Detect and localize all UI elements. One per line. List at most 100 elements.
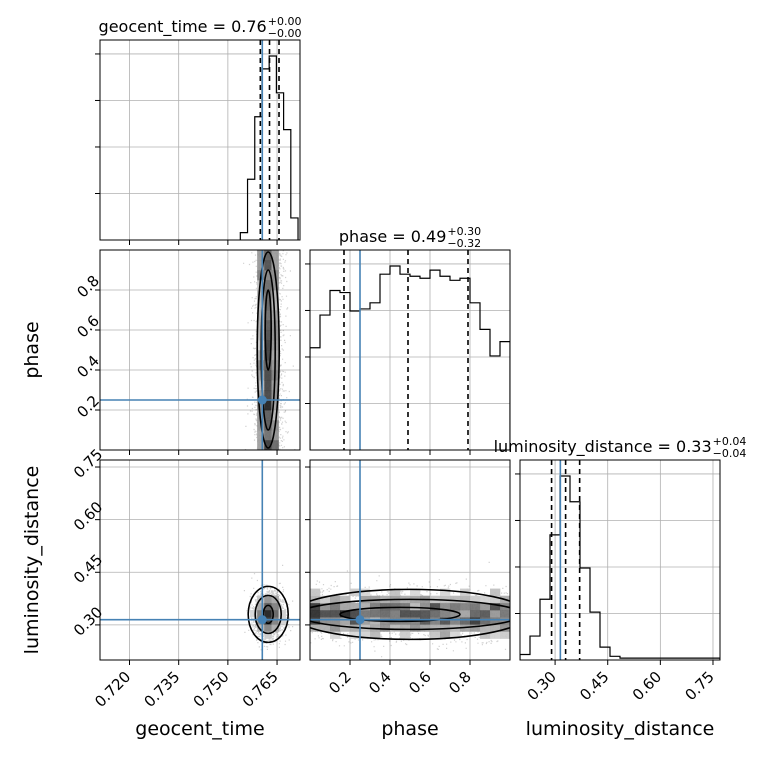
density-cell	[257, 440, 265, 450]
panel-title-minus: −0.04	[713, 447, 747, 460]
density-panel-phase-vs-geocent_time	[100, 250, 300, 450]
density-cell	[400, 631, 411, 639]
density-panel-luminosity_distance-vs-phase	[310, 460, 510, 660]
panel-title-geocent_time: geocent_time = 0.76 +0.00−0.00	[99, 15, 302, 40]
density-cell	[470, 617, 481, 625]
density-cell	[350, 610, 361, 618]
density-cell	[310, 617, 321, 625]
density-cell	[500, 617, 510, 625]
density-cell	[330, 631, 341, 639]
density-cell	[264, 290, 272, 301]
hist-panel-phase	[310, 250, 510, 450]
density-cell	[264, 440, 272, 450]
panel-title-minus: −0.32	[447, 237, 481, 250]
density-cell	[271, 250, 279, 261]
density-cell	[480, 595, 491, 604]
density-cell	[340, 617, 351, 625]
density-cell	[360, 631, 371, 639]
density-cell	[480, 617, 491, 625]
density-cell	[340, 602, 351, 611]
density-cell	[410, 602, 421, 611]
density-cell	[360, 610, 371, 618]
density-cell	[271, 430, 279, 441]
contour	[339, 606, 461, 623]
density-cell	[264, 310, 272, 321]
density-cell	[264, 280, 272, 291]
density-cell	[410, 610, 421, 618]
density-cell	[330, 624, 341, 632]
density-panel-luminosity_distance-vs-geocent_time	[100, 460, 300, 660]
histogram-luminosity_distance	[520, 475, 720, 660]
density-cell	[480, 602, 491, 611]
hist-panel-luminosity_distance	[520, 460, 720, 660]
density-cell	[257, 400, 265, 411]
density-cell	[264, 390, 272, 401]
density-content	[100, 250, 300, 450]
density-cell	[460, 617, 471, 625]
density-cell	[390, 624, 401, 632]
density-cell	[340, 624, 351, 632]
density-cell	[271, 610, 279, 618]
density-cell	[420, 602, 431, 611]
density-cell	[257, 250, 265, 261]
density-cell	[440, 631, 451, 639]
density-cell	[370, 610, 381, 618]
density-cell	[250, 610, 258, 618]
density-luminosity_distance-phase-frame	[309, 459, 511, 661]
density-cell	[490, 631, 501, 639]
density-cell	[320, 617, 331, 625]
density-cell	[271, 595, 279, 604]
density-cell	[490, 610, 501, 618]
panel-title-text: phase = 0.49	[339, 227, 446, 246]
density-cell	[264, 300, 272, 311]
density-cell	[264, 340, 272, 351]
density-cell	[330, 610, 341, 618]
density-cell	[340, 595, 351, 604]
density-cell	[264, 360, 272, 371]
density-cell	[480, 624, 491, 632]
truth-marker	[355, 615, 365, 625]
density-cell	[330, 602, 341, 611]
density-cell	[390, 610, 401, 618]
density-cell	[257, 260, 265, 271]
density-cell	[440, 617, 451, 625]
density-cell	[370, 631, 381, 639]
density-cell	[470, 624, 481, 632]
x-axis-label-phase: phase	[381, 718, 438, 740]
density-cell	[271, 260, 279, 271]
x-axis-label-luminosity-distance: luminosity_distance	[526, 718, 715, 740]
density-cell	[410, 624, 421, 632]
density-cell	[271, 602, 279, 611]
density-cell	[264, 270, 272, 281]
contour	[310, 588, 510, 641]
density-cell	[460, 595, 471, 604]
density-cell	[470, 602, 481, 611]
density-cell	[480, 631, 491, 639]
density-cell	[500, 610, 510, 618]
density-cell	[264, 610, 272, 618]
density-cell	[360, 602, 371, 611]
density-cell	[430, 631, 441, 639]
density-cell	[264, 595, 272, 604]
density-cell	[440, 588, 451, 597]
density-cell	[380, 610, 391, 618]
density-cell	[257, 280, 265, 291]
density-cell	[257, 380, 265, 391]
panel-title-luminosity_distance: luminosity_distance = 0.33 +0.04−0.04	[494, 435, 747, 460]
density-cell	[257, 624, 265, 632]
density-cell	[390, 588, 401, 597]
y-axis-label-phase: phase	[21, 321, 43, 378]
density-cell	[257, 310, 265, 321]
density-cell	[264, 350, 272, 361]
density-cell	[430, 602, 441, 611]
density-content	[310, 460, 510, 660]
density-cell	[360, 588, 371, 597]
contour	[254, 594, 282, 635]
histogram-phase	[310, 265, 510, 450]
density-cell	[257, 410, 265, 421]
density-cell	[460, 610, 471, 618]
density-cell	[410, 588, 421, 597]
x-axis-label-geocent-time: geocent_time	[135, 718, 264, 740]
